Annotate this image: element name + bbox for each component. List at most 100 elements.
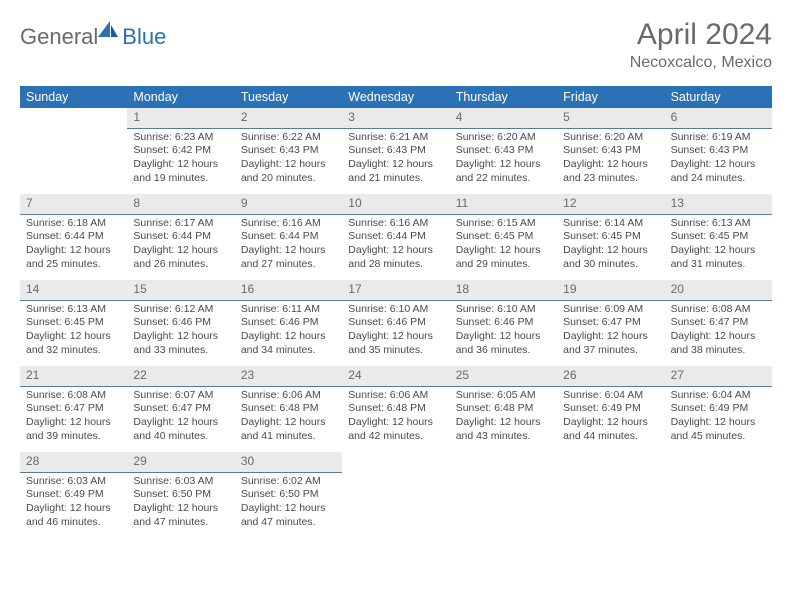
sunrise-text: Sunrise: 6:08 AM bbox=[671, 303, 766, 317]
day-number: 22 bbox=[127, 366, 234, 387]
daylight-text: Daylight: 12 hours and 40 minutes. bbox=[133, 416, 228, 443]
sunset-text: Sunset: 6:44 PM bbox=[133, 230, 228, 244]
month-title: April 2024 bbox=[630, 18, 772, 52]
calendar-cell bbox=[450, 452, 557, 538]
sunrise-text: Sunrise: 6:06 AM bbox=[241, 389, 336, 403]
day-details: Sunrise: 6:02 AMSunset: 6:50 PMDaylight:… bbox=[235, 473, 342, 536]
sunrise-text: Sunrise: 6:09 AM bbox=[563, 303, 658, 317]
calendar-cell: 17Sunrise: 6:10 AMSunset: 6:46 PMDayligh… bbox=[342, 280, 449, 366]
calendar-cell: 23Sunrise: 6:06 AMSunset: 6:48 PMDayligh… bbox=[235, 366, 342, 452]
sunset-text: Sunset: 6:47 PM bbox=[26, 402, 121, 416]
day-number: 23 bbox=[235, 366, 342, 387]
sunset-text: Sunset: 6:44 PM bbox=[26, 230, 121, 244]
day-details: Sunrise: 6:21 AMSunset: 6:43 PMDaylight:… bbox=[342, 129, 449, 192]
daylight-text: Daylight: 12 hours and 28 minutes. bbox=[348, 244, 443, 271]
daylight-text: Daylight: 12 hours and 38 minutes. bbox=[671, 330, 766, 357]
calendar-cell: 11Sunrise: 6:15 AMSunset: 6:45 PMDayligh… bbox=[450, 194, 557, 280]
day-number: 12 bbox=[557, 194, 664, 215]
calendar-cell: 26Sunrise: 6:04 AMSunset: 6:49 PMDayligh… bbox=[557, 366, 664, 452]
day-details: Sunrise: 6:22 AMSunset: 6:43 PMDaylight:… bbox=[235, 129, 342, 192]
daylight-text: Daylight: 12 hours and 33 minutes. bbox=[133, 330, 228, 357]
day-number: 6 bbox=[665, 108, 772, 129]
day-number: 27 bbox=[665, 366, 772, 387]
day-number: 4 bbox=[450, 108, 557, 129]
daylight-text: Daylight: 12 hours and 47 minutes. bbox=[241, 502, 336, 529]
sunrise-text: Sunrise: 6:02 AM bbox=[241, 475, 336, 489]
sunrise-text: Sunrise: 6:15 AM bbox=[456, 217, 551, 231]
calendar-cell: 4Sunrise: 6:20 AMSunset: 6:43 PMDaylight… bbox=[450, 108, 557, 194]
sunrise-text: Sunrise: 6:20 AM bbox=[456, 131, 551, 145]
sunset-text: Sunset: 6:45 PM bbox=[26, 316, 121, 330]
calendar-cell: 6Sunrise: 6:19 AMSunset: 6:43 PMDaylight… bbox=[665, 108, 772, 194]
sunset-text: Sunset: 6:46 PM bbox=[241, 316, 336, 330]
sunrise-text: Sunrise: 6:05 AM bbox=[456, 389, 551, 403]
sunrise-text: Sunrise: 6:07 AM bbox=[133, 389, 228, 403]
daylight-text: Daylight: 12 hours and 45 minutes. bbox=[671, 416, 766, 443]
sunrise-text: Sunrise: 6:03 AM bbox=[133, 475, 228, 489]
sunrise-text: Sunrise: 6:16 AM bbox=[348, 217, 443, 231]
dow-header: Saturday bbox=[665, 86, 772, 108]
calendar-cell: 2Sunrise: 6:22 AMSunset: 6:43 PMDaylight… bbox=[235, 108, 342, 194]
sunrise-text: Sunrise: 6:16 AM bbox=[241, 217, 336, 231]
sunset-text: Sunset: 6:45 PM bbox=[671, 230, 766, 244]
dow-header: Monday bbox=[127, 86, 234, 108]
day-details: Sunrise: 6:10 AMSunset: 6:46 PMDaylight:… bbox=[450, 301, 557, 364]
day-details: Sunrise: 6:18 AMSunset: 6:44 PMDaylight:… bbox=[20, 215, 127, 278]
sunrise-text: Sunrise: 6:17 AM bbox=[133, 217, 228, 231]
sunset-text: Sunset: 6:48 PM bbox=[348, 402, 443, 416]
dow-header: Wednesday bbox=[342, 86, 449, 108]
sunrise-text: Sunrise: 6:10 AM bbox=[348, 303, 443, 317]
day-details: Sunrise: 6:17 AMSunset: 6:44 PMDaylight:… bbox=[127, 215, 234, 278]
calendar-cell: 12Sunrise: 6:14 AMSunset: 6:45 PMDayligh… bbox=[557, 194, 664, 280]
day-number: 29 bbox=[127, 452, 234, 473]
day-details: Sunrise: 6:12 AMSunset: 6:46 PMDaylight:… bbox=[127, 301, 234, 364]
day-number: 8 bbox=[127, 194, 234, 215]
sunrise-text: Sunrise: 6:12 AM bbox=[133, 303, 228, 317]
daylight-text: Daylight: 12 hours and 43 minutes. bbox=[456, 416, 551, 443]
calendar-cell: 30Sunrise: 6:02 AMSunset: 6:50 PMDayligh… bbox=[235, 452, 342, 538]
sunset-text: Sunset: 6:47 PM bbox=[133, 402, 228, 416]
day-number: 10 bbox=[342, 194, 449, 215]
daylight-text: Daylight: 12 hours and 30 minutes. bbox=[563, 244, 658, 271]
day-details: Sunrise: 6:13 AMSunset: 6:45 PMDaylight:… bbox=[665, 215, 772, 278]
day-details: Sunrise: 6:03 AMSunset: 6:49 PMDaylight:… bbox=[20, 473, 127, 536]
day-details: Sunrise: 6:04 AMSunset: 6:49 PMDaylight:… bbox=[665, 387, 772, 450]
sunset-text: Sunset: 6:44 PM bbox=[241, 230, 336, 244]
title-block: April 2024 Necoxcalco, Mexico bbox=[630, 18, 772, 72]
day-details: Sunrise: 6:14 AMSunset: 6:45 PMDaylight:… bbox=[557, 215, 664, 278]
day-details: Sunrise: 6:07 AMSunset: 6:47 PMDaylight:… bbox=[127, 387, 234, 450]
logo-text-blue: Blue bbox=[122, 24, 166, 50]
daylight-text: Daylight: 12 hours and 46 minutes. bbox=[26, 502, 121, 529]
sunrise-text: Sunrise: 6:08 AM bbox=[26, 389, 121, 403]
calendar-cell: 20Sunrise: 6:08 AMSunset: 6:47 PMDayligh… bbox=[665, 280, 772, 366]
day-number: 5 bbox=[557, 108, 664, 129]
sunrise-text: Sunrise: 6:06 AM bbox=[348, 389, 443, 403]
day-number bbox=[450, 452, 557, 472]
day-number: 24 bbox=[342, 366, 449, 387]
sunset-text: Sunset: 6:49 PM bbox=[671, 402, 766, 416]
calendar-cell bbox=[342, 452, 449, 538]
calendar-cell: 13Sunrise: 6:13 AMSunset: 6:45 PMDayligh… bbox=[665, 194, 772, 280]
daylight-text: Daylight: 12 hours and 41 minutes. bbox=[241, 416, 336, 443]
calendar-cell: 14Sunrise: 6:13 AMSunset: 6:45 PMDayligh… bbox=[20, 280, 127, 366]
calendar-cell: 3Sunrise: 6:21 AMSunset: 6:43 PMDaylight… bbox=[342, 108, 449, 194]
sunset-text: Sunset: 6:45 PM bbox=[456, 230, 551, 244]
day-number: 28 bbox=[20, 452, 127, 473]
location-label: Necoxcalco, Mexico bbox=[630, 54, 772, 72]
day-details: Sunrise: 6:20 AMSunset: 6:43 PMDaylight:… bbox=[450, 129, 557, 192]
daylight-text: Daylight: 12 hours and 37 minutes. bbox=[563, 330, 658, 357]
sunset-text: Sunset: 6:46 PM bbox=[133, 316, 228, 330]
day-number: 26 bbox=[557, 366, 664, 387]
day-number: 17 bbox=[342, 280, 449, 301]
calendar-cell bbox=[665, 452, 772, 538]
day-details: Sunrise: 6:08 AMSunset: 6:47 PMDaylight:… bbox=[665, 301, 772, 364]
logo: General Blue bbox=[20, 18, 166, 50]
sunrise-text: Sunrise: 6:10 AM bbox=[456, 303, 551, 317]
sunset-text: Sunset: 6:46 PM bbox=[348, 316, 443, 330]
daylight-text: Daylight: 12 hours and 23 minutes. bbox=[563, 158, 658, 185]
day-details: Sunrise: 6:05 AMSunset: 6:48 PMDaylight:… bbox=[450, 387, 557, 450]
dow-header: Tuesday bbox=[235, 86, 342, 108]
dow-header: Thursday bbox=[450, 86, 557, 108]
day-number bbox=[342, 452, 449, 472]
calendar-cell: 24Sunrise: 6:06 AMSunset: 6:48 PMDayligh… bbox=[342, 366, 449, 452]
